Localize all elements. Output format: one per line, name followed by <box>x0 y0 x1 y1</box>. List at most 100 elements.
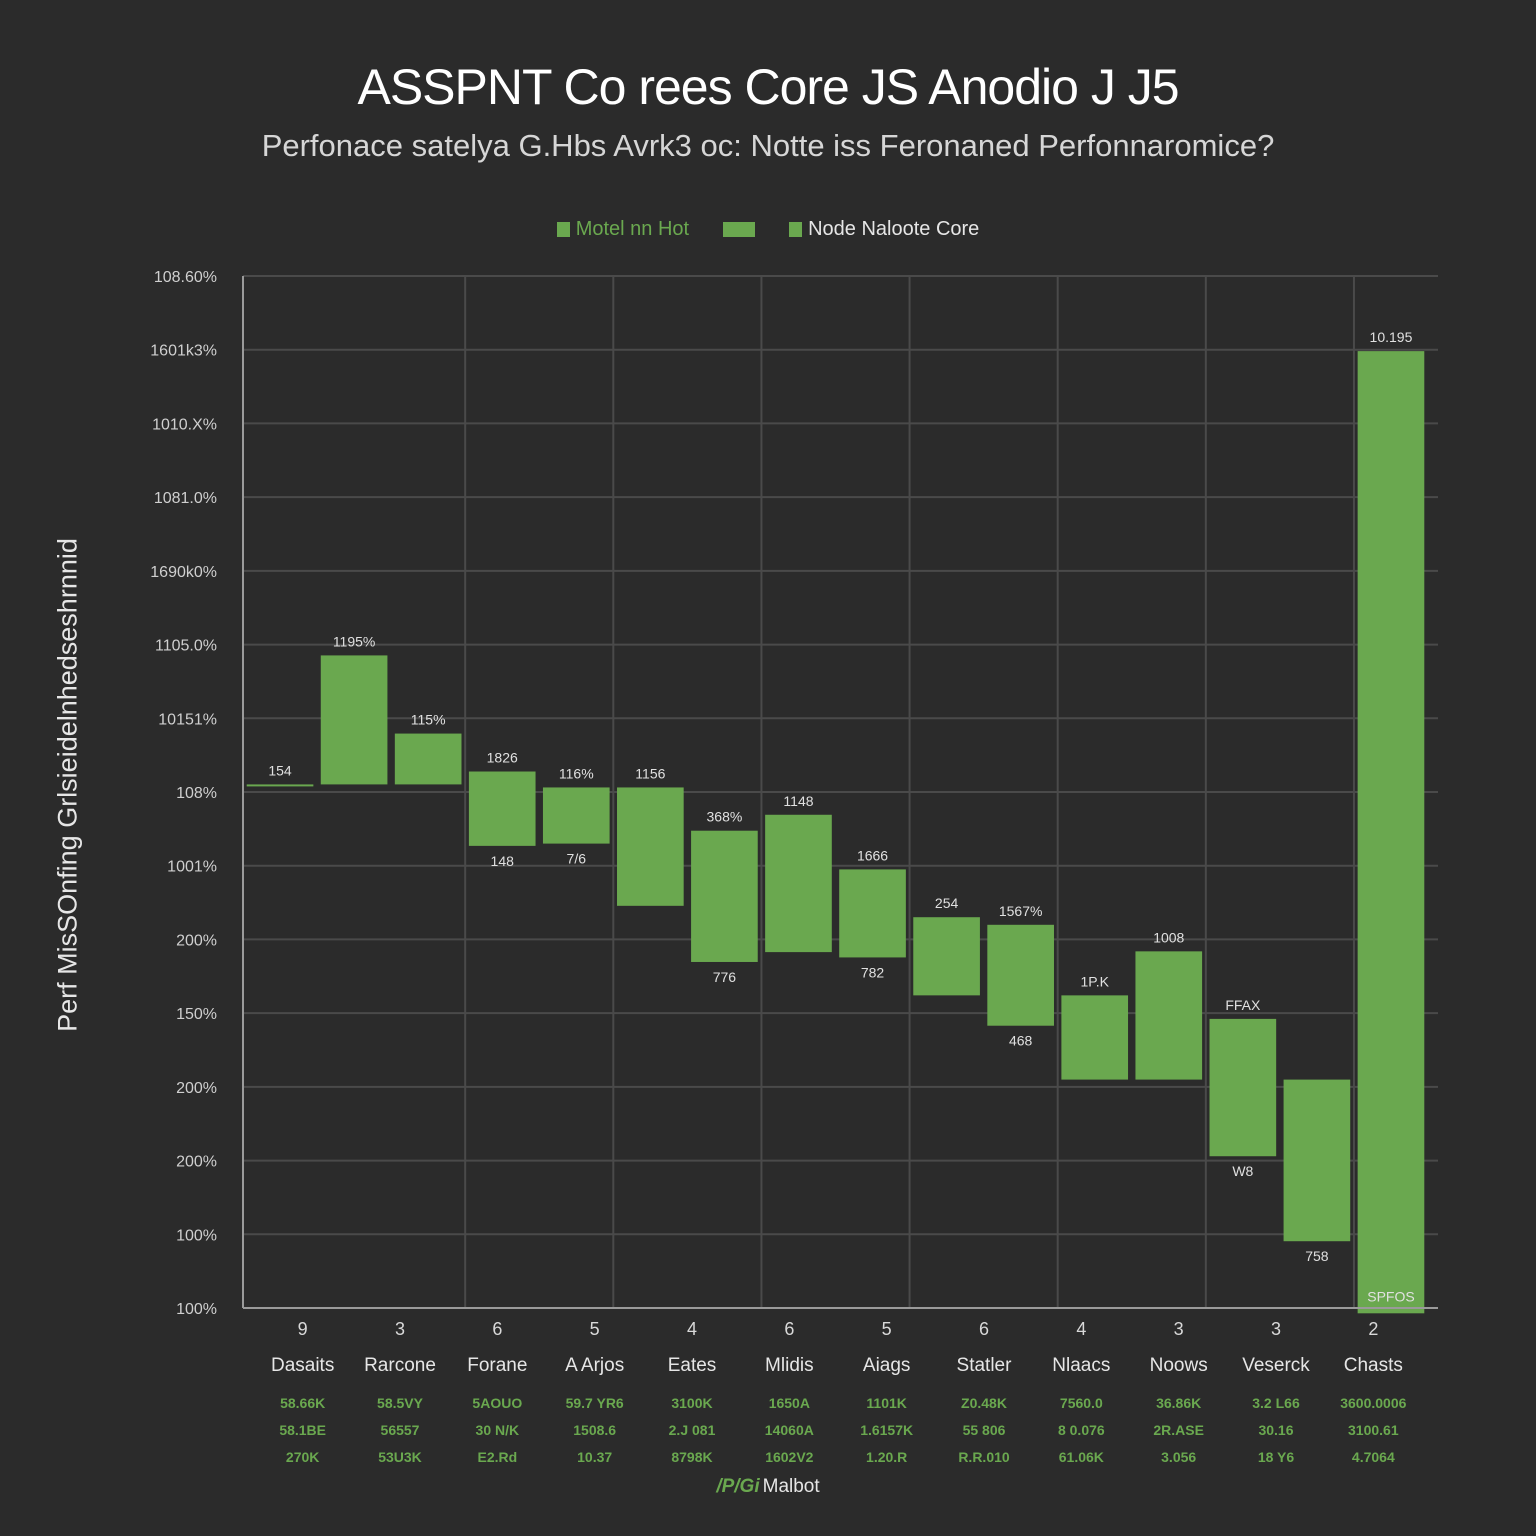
bar-top-label: 115% <box>411 712 446 728</box>
x-sub-value: 7560.0 <box>1060 1395 1103 1411</box>
x-tick-label: Statler <box>957 1355 1013 1376</box>
x-sub-value: 1508.6 <box>573 1422 616 1438</box>
y-tick-label: 108.60% <box>154 269 217 286</box>
x-sub-value: 5AOUO <box>472 1395 522 1411</box>
y-tick-label: 1601k3% <box>150 343 217 360</box>
chart-bar <box>617 787 684 906</box>
x-sub-value: 270K <box>286 1449 319 1465</box>
x-tick-label: Eates <box>668 1355 717 1376</box>
bar-bottom-label: W8 <box>1232 1163 1253 1179</box>
bar-bottom-label: SPFOS <box>1367 1288 1414 1304</box>
chart-bar <box>765 814 832 953</box>
x-sub-value: 3600.0006 <box>1340 1395 1406 1411</box>
bar-top-label: 1567% <box>999 903 1043 919</box>
chart-bar <box>542 787 610 844</box>
x-tick-label: Mlidis <box>765 1355 814 1376</box>
x-sub-value: 10.37 <box>577 1449 612 1465</box>
bar-top-label: 1666 <box>857 847 888 863</box>
bar-top-label: 1008 <box>1153 929 1184 945</box>
x-sub-value: 8798K <box>671 1449 712 1465</box>
bar-top-label: 1195% <box>333 633 376 649</box>
x-tick-number: 3 <box>1174 1319 1184 1339</box>
chart-bar <box>1209 1018 1277 1157</box>
x-sub-value: 1650A <box>769 1395 810 1411</box>
x-tick-number: 2 <box>1368 1319 1378 1339</box>
x-tick-number: 6 <box>492 1319 502 1339</box>
x-sub-value: 36.86K <box>1156 1395 1201 1411</box>
bar-top-label: 368% <box>707 809 743 825</box>
footer-text: Malbot <box>762 1476 820 1497</box>
y-tick-label: 1010.X% <box>152 416 217 433</box>
bar-top-label: 1156 <box>635 765 665 781</box>
label-layer: 108.60% 1601k3% 1010.X% 1081.0% 1690k0% 1105.… <box>150 269 1414 1465</box>
bar-top-label: 1826 <box>487 750 518 766</box>
legend-label-3: Node Naloote Core <box>808 218 980 240</box>
bar-bottom-label: 468 <box>1009 1033 1033 1049</box>
legend-swatch-3 <box>789 222 803 237</box>
x-sub-value: E2.Rd <box>477 1449 517 1465</box>
x-tick-number: 3 <box>1271 1319 1281 1339</box>
chart-bar <box>468 771 536 846</box>
bar-top-label: 154 <box>268 762 292 778</box>
x-sub-value: 1101K <box>866 1395 906 1411</box>
chart-bar <box>839 869 906 958</box>
x-sub-value: 3100.61 <box>1348 1422 1399 1438</box>
x-tick-label: Noows <box>1150 1355 1208 1376</box>
x-tick-number: 6 <box>979 1319 989 1339</box>
x-tick-label: Aiags <box>863 1355 911 1376</box>
bar-bottom-label: 148 <box>491 853 515 869</box>
legend-item-2 <box>723 222 756 237</box>
x-tick-number: 6 <box>784 1319 794 1339</box>
bar-top-label: 1148 <box>783 793 813 809</box>
x-sub-value: 3.056 <box>1161 1449 1196 1465</box>
y-tick-label: 200% <box>176 1154 217 1171</box>
x-tick-number: 4 <box>1076 1319 1086 1339</box>
chart-bar <box>320 655 388 785</box>
chart-bar <box>1061 995 1129 1080</box>
chart-legend: Motel nn Hot Node Naloote Core <box>0 218 1536 241</box>
x-sub-value: 1.6157K <box>860 1422 913 1438</box>
y-tick-label: 150% <box>176 1006 217 1023</box>
x-sub-value: 3100K <box>671 1395 712 1411</box>
legend-item-1: Motel nn Hot <box>556 218 689 241</box>
x-sub-value: 2.J 081 <box>669 1422 716 1438</box>
x-sub-value: 58.66K <box>280 1395 325 1411</box>
x-sub-value: 14060A <box>765 1422 814 1438</box>
x-tick-number: 3 <box>395 1319 405 1339</box>
legend-item-3: Node Naloote Core <box>789 218 979 241</box>
y-tick-label: 1081.0% <box>154 490 217 507</box>
x-tick-label: Chasts <box>1344 1355 1403 1376</box>
chart-bar <box>246 784 314 787</box>
x-sub-value: 55 806 <box>963 1422 1006 1438</box>
bar-bottom-label: 776 <box>713 969 737 985</box>
y-tick-label: 100% <box>176 1227 217 1244</box>
x-tick-number: 4 <box>687 1319 697 1339</box>
x-sub-value: 18 Y6 <box>1258 1449 1295 1465</box>
bar-top-label: 10.195 <box>1370 329 1413 345</box>
x-sub-value: R.R.010 <box>958 1449 1010 1465</box>
x-sub-value: 1.20.R <box>866 1449 907 1465</box>
chart-title: ASSPNT Co rees Core JS Anodio J J5 <box>357 59 1179 115</box>
bar-top-label: 116% <box>559 765 594 781</box>
footer-brand: /P/Gi Malbot <box>0 1476 1536 1498</box>
bar-top-label: 1P.K <box>1080 973 1109 989</box>
x-sub-value: 3.2 L66 <box>1252 1395 1300 1411</box>
x-sub-value: 30.16 <box>1258 1422 1293 1438</box>
x-sub-value: 30 N/K <box>476 1422 520 1438</box>
x-sub-value: Z0.48K <box>961 1395 1007 1411</box>
x-sub-value: 8 0.076 <box>1058 1422 1105 1438</box>
bar-bottom-label: 782 <box>861 964 885 980</box>
y-tick-label: 10151% <box>158 711 217 728</box>
x-sub-value: 61.06K <box>1059 1449 1104 1465</box>
chart-bar <box>1283 1079 1351 1242</box>
y-tick-label: 108% <box>176 785 217 802</box>
x-sub-value: 53U3K <box>378 1449 422 1465</box>
y-tick-label: 200% <box>176 1080 217 1097</box>
x-sub-value: 58.1BE <box>279 1422 326 1438</box>
axis-layer <box>242 276 1438 1309</box>
x-tick-number: 5 <box>882 1319 892 1339</box>
bar-top-label: 254 <box>935 895 959 911</box>
x-sub-value: 1602V2 <box>765 1449 813 1465</box>
legend-swatch-2 <box>723 222 756 237</box>
